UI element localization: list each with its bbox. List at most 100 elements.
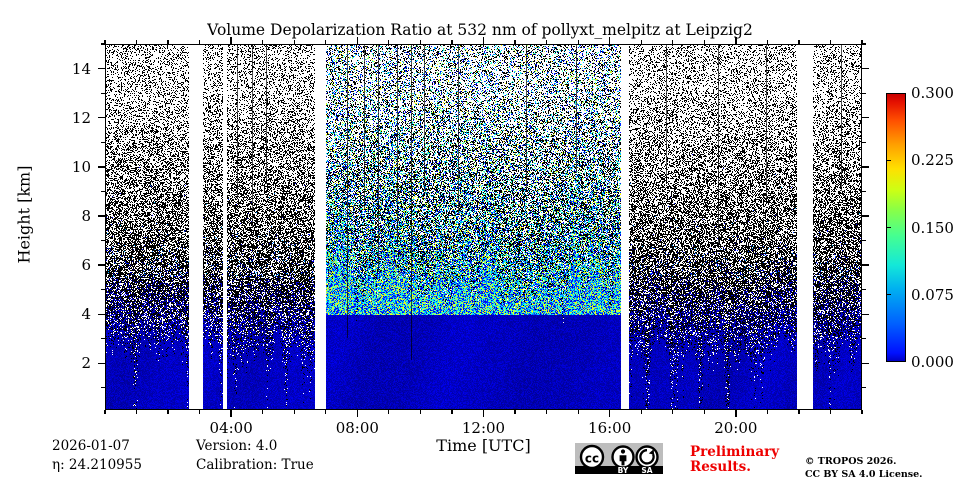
x-tick	[577, 410, 579, 414]
y-tick	[101, 338, 105, 340]
x-axis-label: Time [UTC]	[436, 436, 531, 455]
y-tick-right	[862, 239, 866, 242]
x-tick	[325, 410, 327, 414]
x-tick-top	[703, 40, 705, 44]
date-text: 2026-01-07	[52, 438, 130, 454]
x-tick-top	[135, 40, 138, 44]
x-tick-top	[230, 37, 232, 44]
x-tick-label: 12:00	[461, 419, 506, 437]
x-tick	[167, 410, 169, 414]
y-tick	[98, 264, 105, 266]
x-tick	[135, 410, 138, 414]
x-tick	[451, 410, 453, 414]
badge-sa-label: SA	[641, 466, 652, 474]
y-tick-label: 10	[71, 157, 91, 176]
y-tick-label: 8	[81, 206, 91, 225]
y-tick	[98, 215, 105, 217]
x-tick	[766, 410, 768, 414]
copyright-text: © TROPOS 2026. CC BY SA 4.0 License.	[805, 455, 922, 481]
x-tick	[640, 410, 642, 414]
y-tick-right	[862, 387, 866, 389]
x-tick	[672, 410, 674, 414]
x-tick	[104, 410, 106, 414]
page-title: Volume Depolarization Ratio at 532 nm of…	[207, 21, 753, 39]
x-tick-top	[293, 40, 295, 44]
x-tick	[608, 410, 611, 417]
x-tick-top	[514, 40, 516, 44]
x-tick-top	[262, 40, 264, 44]
y-tick-right	[862, 43, 866, 45]
x-tick-top	[640, 40, 642, 44]
colorbar-tick	[886, 294, 891, 296]
copyright-line-1: © TROPOS 2026.	[805, 456, 897, 467]
x-tick	[230, 410, 232, 417]
x-tick	[703, 410, 705, 414]
y-tick-label: 6	[81, 256, 91, 275]
x-tick-label: 16:00	[588, 419, 632, 437]
y-tick-right	[862, 67, 869, 70]
x-tick-top	[672, 40, 674, 44]
y-tick-right	[862, 190, 866, 192]
x-tick-top	[608, 37, 611, 44]
x-tick	[262, 410, 264, 414]
y-tick	[98, 166, 105, 168]
cc-license-badge-icon: cc BY SA	[575, 443, 663, 474]
y-tick-label: 2	[81, 354, 91, 373]
colorbar-tick	[886, 159, 891, 161]
colorbar-tick-label: 0.150	[911, 218, 954, 237]
y-tick-right	[862, 264, 869, 266]
y-tick-right	[862, 215, 869, 217]
y-tick-right	[862, 313, 869, 315]
x-tick-top	[199, 40, 201, 44]
x-tick	[798, 410, 800, 414]
x-tick	[293, 410, 295, 414]
x-tick-top	[167, 40, 169, 44]
x-tick	[861, 410, 863, 414]
x-tick-top	[388, 40, 390, 44]
plot-area	[105, 44, 862, 410]
colorbar-tick-label: 0.075	[911, 285, 954, 304]
x-tick	[356, 410, 359, 417]
x-tick-label: 20:00	[714, 419, 758, 437]
x-tick	[388, 410, 390, 414]
x-tick-label: 04:00	[209, 419, 253, 437]
x-tick-top	[766, 40, 768, 44]
y-axis-label: Height [km]	[14, 165, 34, 264]
y-tick-right	[862, 338, 866, 340]
x-tick-top	[356, 37, 359, 44]
y-tick	[98, 116, 105, 119]
y-tick	[98, 313, 105, 315]
y-tick	[101, 239, 105, 242]
y-tick-right	[862, 141, 866, 143]
y-tick-label: 12	[71, 108, 91, 127]
y-tick-label: 14	[71, 59, 91, 78]
y-tick	[98, 67, 105, 70]
x-tick	[545, 410, 548, 414]
version-text: Version: 4.0	[196, 438, 278, 454]
svg-text:cc: cc	[585, 452, 599, 466]
y-tick-label: 4	[81, 305, 91, 324]
x-tick-top	[735, 37, 737, 44]
x-tick	[829, 410, 832, 414]
y-tick-right	[862, 116, 869, 119]
x-tick-top	[545, 40, 548, 44]
copyright-line-2: CC BY SA 4.0 License.	[805, 469, 923, 480]
colorbar-tick-label: 0.000	[911, 353, 954, 371]
y-tick	[101, 190, 105, 192]
preliminary-line-1: Preliminary	[690, 444, 780, 460]
x-tick	[199, 410, 201, 414]
x-tick	[482, 410, 485, 417]
heatmap-canvas	[106, 45, 861, 409]
y-tick-right	[862, 362, 869, 365]
x-tick	[735, 410, 737, 417]
x-tick-top	[451, 40, 453, 44]
colorbar-tick-label: 0.300	[911, 84, 954, 102]
badge-by-label: BY	[618, 466, 629, 474]
x-tick-top	[829, 40, 832, 44]
calibration-text: Calibration: True	[196, 457, 314, 473]
y-tick	[101, 289, 105, 291]
eta-text: η: 24.210955	[52, 457, 142, 473]
x-tick-top	[482, 37, 485, 44]
y-tick	[101, 387, 105, 389]
x-tick	[514, 410, 516, 414]
